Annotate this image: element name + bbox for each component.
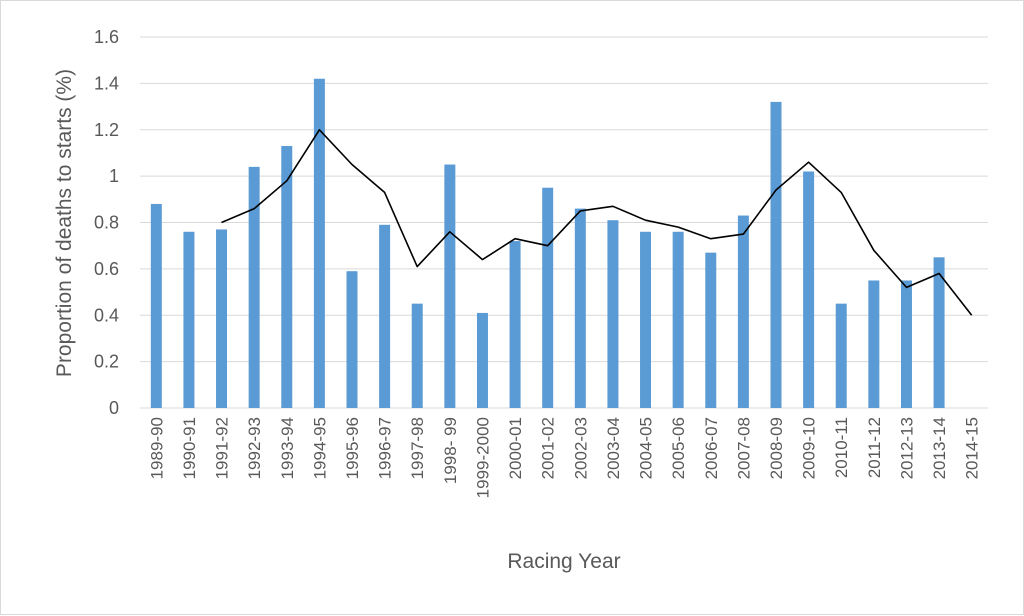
y-tick-label: 1.2 — [94, 120, 119, 140]
x-tick-label: 2009-10 — [800, 417, 819, 479]
bar — [672, 231, 684, 408]
bar — [281, 145, 293, 408]
x-tick-label: 1992-93 — [245, 417, 264, 479]
bar — [705, 252, 717, 408]
bar — [607, 220, 619, 408]
x-tick-label: 2007-08 — [734, 417, 753, 479]
x-tick-label: 1990-91 — [180, 417, 199, 479]
x-tick-label: 1998- 99 — [441, 417, 460, 484]
x-tick-label: 1997-98 — [408, 417, 427, 479]
x-tick-label: 1991-92 — [213, 417, 232, 479]
y-axis-title: Proportion of deaths to starts (%) — [53, 69, 76, 377]
bar — [542, 187, 554, 408]
x-tick-label: 2000-01 — [506, 417, 525, 479]
bar — [346, 271, 358, 408]
bar — [379, 224, 391, 408]
bar — [183, 231, 195, 408]
x-tick-label: 2008-09 — [767, 417, 786, 479]
x-tick-label: 1993-94 — [278, 417, 297, 479]
bar — [248, 166, 260, 408]
y-tick-label: 0.4 — [94, 305, 119, 325]
bar — [770, 101, 782, 409]
x-tick-label: 1995-96 — [343, 417, 362, 479]
bar — [900, 280, 912, 408]
x-tick-label: 2006-07 — [702, 417, 721, 479]
bar — [574, 208, 586, 408]
x-tick-label: 2001-02 — [539, 417, 558, 479]
bar — [509, 241, 521, 408]
x-tick-label: 2002-03 — [571, 417, 590, 479]
bar — [476, 312, 488, 408]
x-tick-label: 1999-2000 — [473, 417, 492, 498]
line-series — [221, 129, 973, 316]
bar — [150, 203, 162, 408]
gridlines — [140, 36, 988, 409]
x-tick-label: 2012-13 — [897, 417, 916, 479]
y-tick-label: 1.4 — [94, 73, 119, 93]
x-axis-title: Racing Year — [507, 550, 620, 573]
x-tick-label: 2003-04 — [604, 417, 623, 479]
bar-series — [150, 78, 945, 409]
x-tick-label: 2011-12 — [865, 417, 884, 478]
x-tick-label: 2005-06 — [669, 417, 688, 479]
bar — [803, 171, 815, 408]
bar — [933, 257, 945, 408]
x-axis-ticks: 1989-90 1990-91 1991-92 1992-93 1993-94 1994-… — [147, 417, 981, 498]
bar — [868, 280, 880, 408]
y-tick-label: 0.6 — [94, 259, 119, 279]
y-tick-label: 1.6 — [94, 27, 119, 47]
bar — [411, 303, 423, 408]
x-tick-label: 1989-90 — [147, 417, 166, 479]
bar — [640, 231, 652, 408]
y-tick-label: 0.2 — [94, 352, 119, 372]
bar — [313, 78, 325, 409]
bar — [444, 164, 456, 408]
y-tick-label: 0 — [109, 398, 119, 418]
y-tick-label: 0.8 — [94, 213, 119, 233]
y-tick-label: 1 — [109, 166, 119, 186]
x-tick-label: 2010-11 — [832, 417, 851, 478]
x-tick-label: 1994-95 — [310, 417, 329, 479]
x-tick-label: 2013-14 — [930, 417, 949, 479]
y-axis-ticks: 0 0.2 0.4 0.6 0.8 1 1.2 1.4 1.6 — [94, 27, 119, 418]
bar — [835, 303, 847, 408]
x-tick-label: 2014-15 — [963, 417, 982, 479]
line-series-path — [221, 129, 973, 316]
x-tick-label: 1996-97 — [376, 417, 395, 479]
x-tick-label: 2004-05 — [637, 417, 656, 479]
bar — [216, 229, 228, 408]
bar — [737, 215, 749, 408]
